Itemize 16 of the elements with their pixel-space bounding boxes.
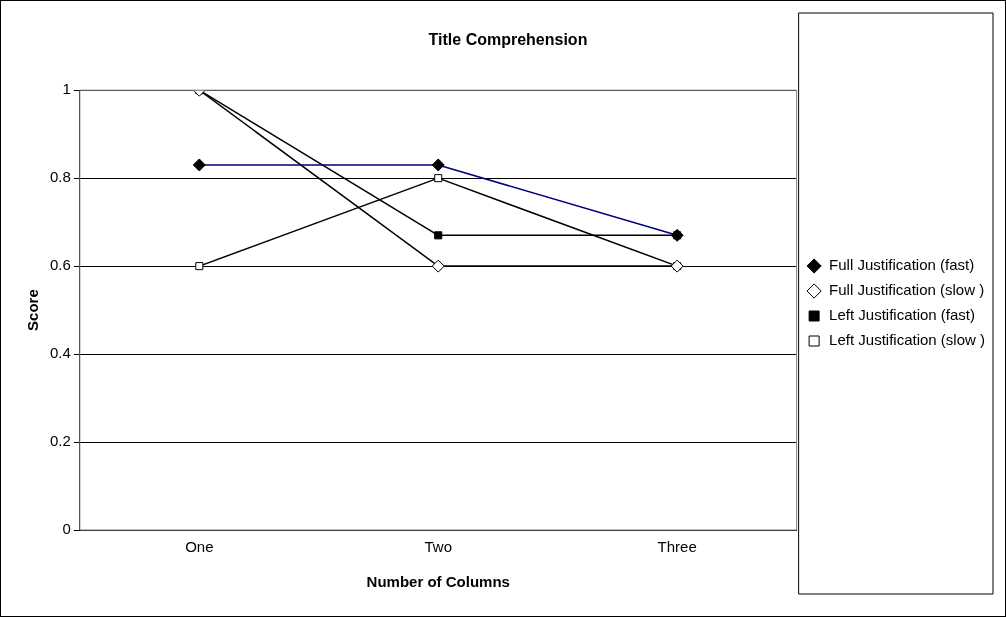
x-axis-title: Number of Columns: [366, 573, 510, 591]
y-tick-label: 0.6: [49, 256, 71, 274]
y-tick-label: 0.8: [49, 168, 71, 186]
y-tick-label: 1: [62, 80, 71, 98]
y-tick-label: 0: [62, 520, 71, 538]
legend-label: Full Justification (fast): [829, 256, 975, 274]
y-tick-label: 0.4: [49, 344, 71, 362]
x-tick-label: One: [185, 538, 214, 556]
legend-label: Left Justification (fast): [829, 306, 976, 324]
legend-label: Full Justification (slow ): [829, 281, 985, 299]
x-tick-label: Three: [657, 538, 697, 556]
y-tick-label: 0.2: [49, 432, 71, 450]
legend-label: Left Justification (slow ): [829, 331, 985, 349]
x-tick-label: Two: [424, 538, 452, 556]
y-axis-title: Score: [24, 289, 42, 331]
chart-title: Title Comprehension: [428, 31, 588, 49]
